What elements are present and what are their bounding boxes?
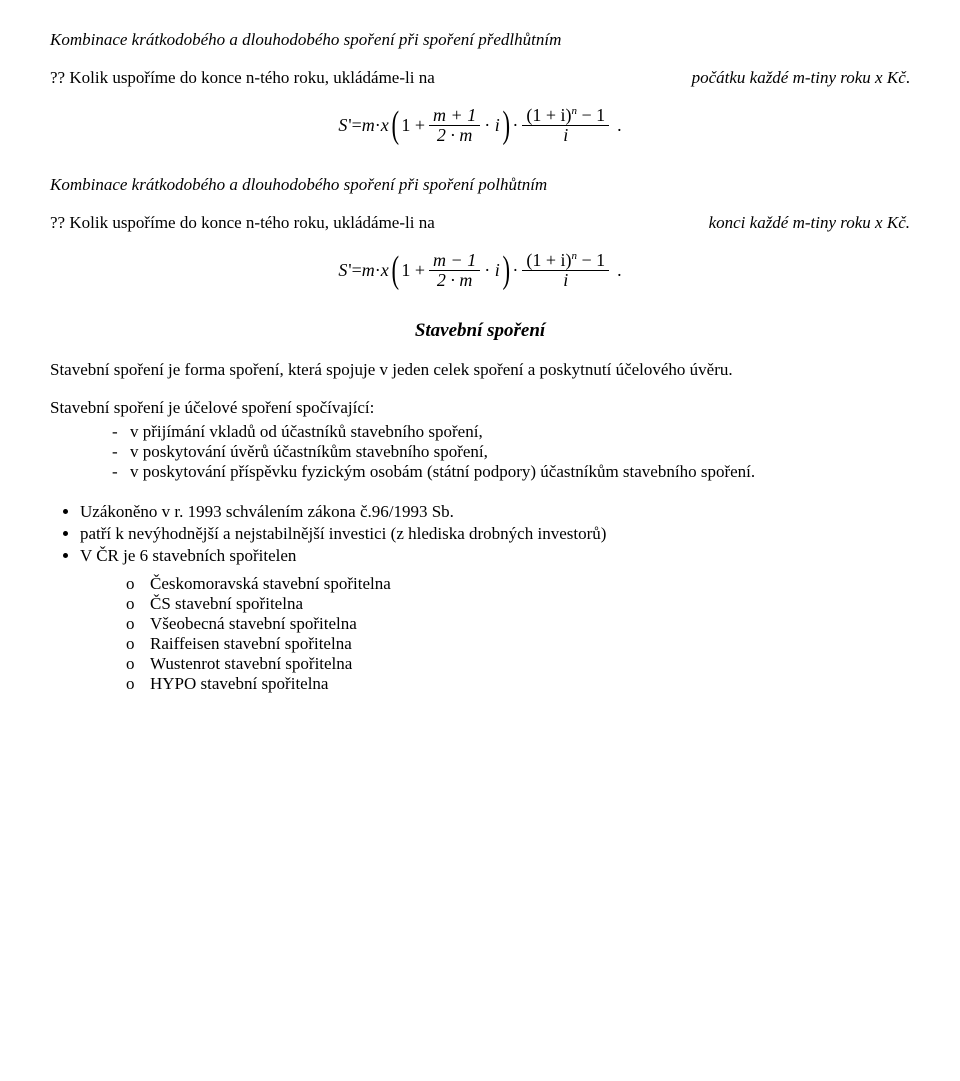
f1-x: x (381, 115, 389, 136)
bank-list: Českomoravská stavební spořitelna ČS sta… (50, 574, 910, 694)
f2-num1: m − 1 (433, 250, 476, 270)
bullet-list: Uzákoněno v r. 1993 schválením zákona č.… (50, 502, 910, 566)
q1-dot: . (906, 68, 910, 87)
list-item: v poskytování příspěvku fyzickým osobám … (130, 462, 910, 482)
f1-m: m (362, 115, 375, 136)
list-item: v poskytování úvěrů účastníkům stavebníh… (130, 442, 910, 462)
f1-top: (1 + i) (526, 105, 571, 125)
staveb-list: v přijímání vkladů od účastníků stavební… (50, 422, 910, 482)
f1-dot-end: . (617, 115, 622, 136)
f1-bot: i (563, 125, 568, 145)
formula-1: S' = m · x ( 1 + m + 1 2 · m · i ) · (1 … (50, 106, 910, 145)
list-item: v přijímání vkladů od účastníků stavební… (130, 422, 910, 442)
list-item: patří k nevýhodnější a nejstabilnější in… (80, 524, 910, 544)
q2-left: ?? Kolik uspoříme do konce n-tého roku, … (50, 213, 435, 233)
f1-eq: = (352, 115, 362, 136)
f2-dot-end: . (617, 260, 622, 281)
f2-den1: 2 · m (437, 270, 473, 290)
formula-2: S' = m · x ( 1 + m − 1 2 · m · i ) · (1 … (50, 251, 910, 290)
f1-i: i (495, 115, 500, 135)
staveb-p1: Stavební spoření je forma spoření, která… (50, 360, 910, 380)
f2-m1: − 1 (577, 250, 605, 270)
q1-right: počátku každé m-tiny roku x Kč (692, 68, 906, 87)
list-item: HYPO stavební spořitelna (150, 674, 910, 694)
list-item: ČS stavební spořitelna (150, 594, 910, 614)
section2-question: ?? Kolik uspoříme do konce n-tého roku, … (50, 213, 910, 233)
f1-S: S (338, 115, 347, 136)
f1-den1: 2 · m (437, 125, 473, 145)
f2-eq: = (352, 260, 362, 281)
f2-bot: i (563, 270, 568, 290)
q2-right: konci každé m-tiny roku x Kč. (709, 213, 910, 233)
staveb-title: Stavební spoření (50, 320, 910, 342)
list-item: Všeobecná stavební spořitelna (150, 614, 910, 634)
f2-S: S (338, 260, 347, 281)
list-item: Raiffeisen stavební spořitelna (150, 634, 910, 654)
list-item: Wustenrot stavební spořitelna (150, 654, 910, 674)
section2-title: Kombinace krátkodobého a dlouhodobého sp… (50, 175, 910, 195)
section1-title: Kombinace krátkodobého a dlouhodobého sp… (50, 30, 910, 50)
list-item: Českomoravská stavební spořitelna (150, 574, 910, 594)
q1-left: ?? Kolik uspoříme do konce n-tého roku, … (50, 68, 435, 88)
f1-m1: − 1 (577, 105, 605, 125)
f2-x: x (381, 260, 389, 281)
f2-m: m (362, 260, 375, 281)
list-item: Uzákoněno v r. 1993 schválením zákona č.… (80, 502, 910, 522)
f2-top: (1 + i) (526, 250, 571, 270)
section1-question: ?? Kolik uspoříme do konce n-tého roku, … (50, 68, 910, 88)
staveb-p2: Stavební spoření je účelové spoření spoč… (50, 398, 910, 418)
f2-i: i (495, 260, 500, 280)
f1-num1: m + 1 (433, 105, 476, 125)
list-item: V ČR je 6 stavebních spořitelen (80, 546, 910, 566)
